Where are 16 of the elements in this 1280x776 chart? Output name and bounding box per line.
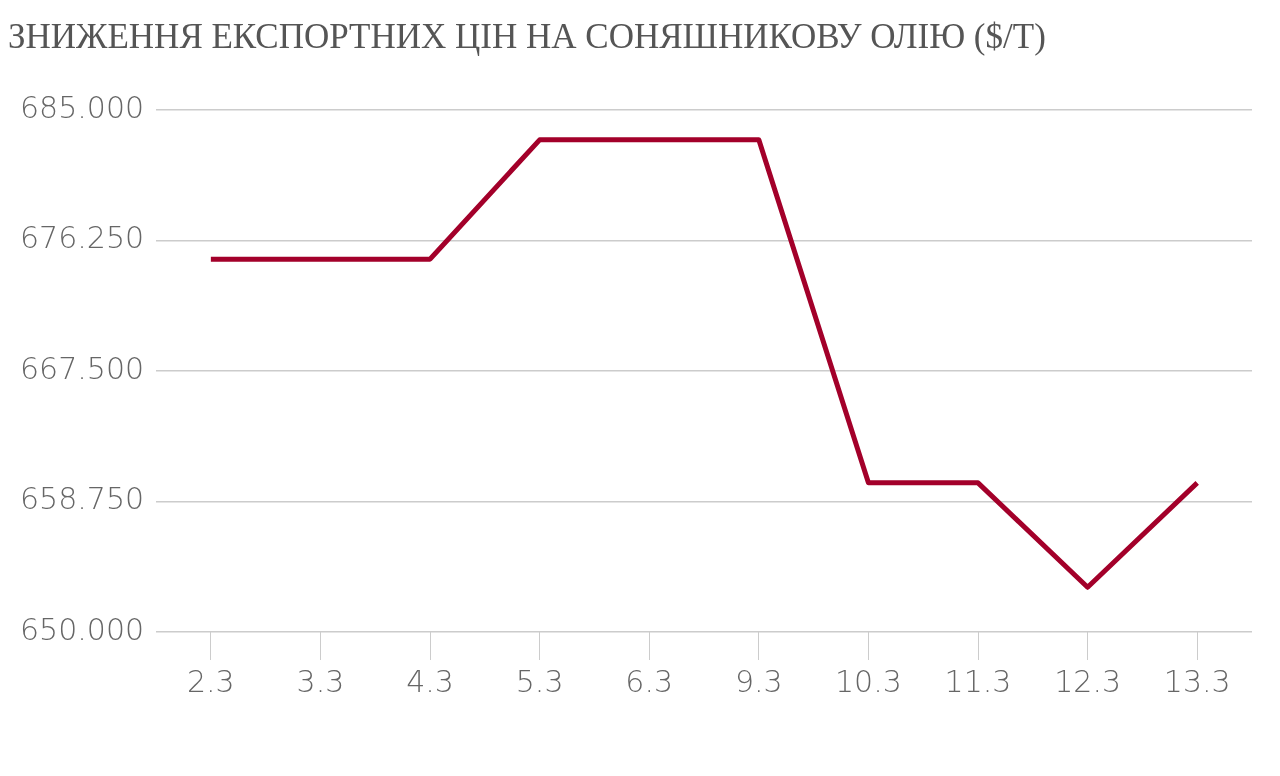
y-tick-label: 650.000 — [20, 611, 145, 647]
x-tick-label: 4.3 — [406, 663, 454, 699]
chart-title: ЗНИЖЕННЯ ЕКСПОРТНИХ ЦІН НА СОНЯШНИКОВУ ОЛІЮ ($/Т) — [8, 17, 1046, 57]
x-tick-label: 9.3 — [734, 663, 783, 699]
x-tick-label: 12.3 — [1054, 663, 1122, 699]
y-tick-label: 658.750 — [20, 481, 145, 517]
x-tick-label: 11.3 — [944, 663, 1012, 699]
x-tick-label: 3.3 — [296, 663, 345, 699]
y-tick-label: 676.250 — [20, 220, 145, 256]
y-tick-label: 685.000 — [20, 89, 145, 125]
x-tick-label: 5.3 — [515, 663, 564, 699]
x-tick-label: 13.3 — [1163, 663, 1231, 699]
y-tick-label: 667.500 — [20, 350, 145, 386]
x-tick-label: 10.3 — [835, 663, 902, 699]
x-tick-label: 6.3 — [625, 663, 674, 699]
x-tick-label: 2.3 — [187, 663, 235, 699]
